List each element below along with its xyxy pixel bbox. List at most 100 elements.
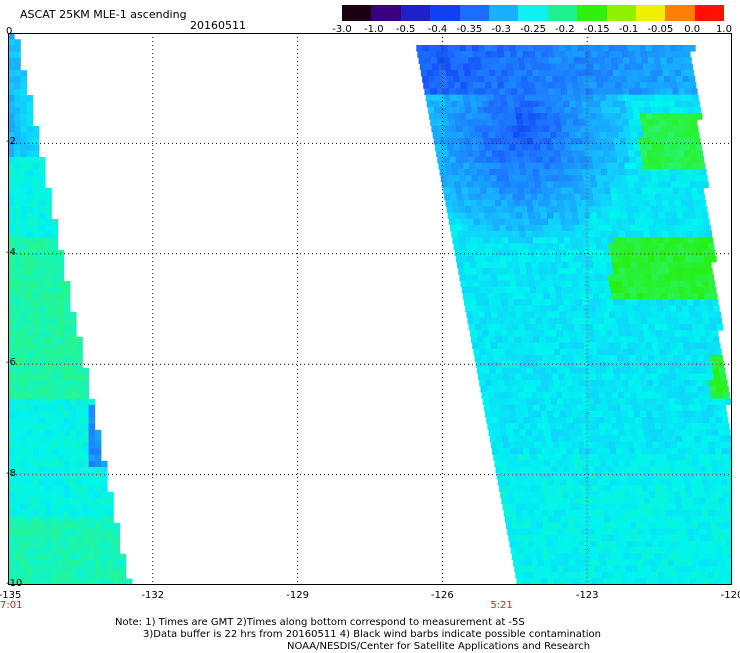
swath-cell [530,318,537,325]
swath-cell [691,119,698,126]
swath-cell [561,157,568,164]
swath-cell [557,200,564,207]
swath-cell [551,330,558,337]
swath-cell [590,541,597,548]
swath-cell [643,262,650,269]
swath-cell [676,535,683,542]
swath-cell [689,504,696,511]
swath-cell [27,138,34,145]
swath-cell [703,547,710,554]
swath-cell [550,293,557,300]
swath-cell [581,231,588,238]
swath-cell [45,337,52,344]
swath-cell [33,145,40,152]
swath-cell [51,262,58,269]
swath-cell [562,225,569,232]
swath-cell [650,299,657,306]
swath-cell [637,491,644,498]
swath-cell [603,380,610,387]
swath-cell [597,250,604,257]
swath-cell [494,293,501,300]
swath-cell [602,243,609,250]
swath-cell [656,231,663,238]
swath-cell [634,541,641,548]
swath-cell [424,88,431,95]
swath-cell [649,194,656,201]
swath-cell [552,535,559,542]
swath-cell [27,269,34,276]
swath-cell [508,467,515,474]
swath-cell [442,113,449,120]
swath-cell [611,126,618,133]
swath-cell [456,126,463,133]
swath-cell [530,516,537,523]
swath-cell [517,88,524,95]
swath-cell [504,411,511,418]
swath-cell [521,175,528,182]
swath-cell [601,398,608,405]
swath-cell [45,213,52,220]
swath-cell [33,548,40,555]
swath-cell [640,82,647,89]
swath-cell [479,113,486,120]
swath-cell [528,312,535,319]
swath-cell [685,318,692,325]
swath-cell [672,219,679,226]
swath-cell [582,169,589,176]
swath-cell [577,473,584,480]
swath-cell [14,510,21,517]
swath-cell [681,231,688,238]
swath-cell [577,206,584,213]
swath-cell [592,417,599,424]
swath-cell [676,206,683,213]
swath-cell [476,330,483,337]
swath-cell [657,367,664,374]
swath-cell [516,144,523,151]
swath-cell [535,51,542,58]
swath-cell [605,324,612,331]
swath-cell [507,299,514,306]
swath-cell [562,95,569,102]
swath-cell [473,281,480,288]
swath-cell [600,429,607,436]
swath-cell [76,510,83,517]
swath-cell [719,436,726,443]
lat-tick-label: -2 [6,136,16,147]
swath-cell [490,175,497,182]
swath-cell [447,76,454,83]
swath-cell [604,119,611,126]
swath-cell [694,436,701,443]
swath-cell [14,182,21,189]
swath-cell [598,219,605,226]
swath-cell [33,132,40,139]
swath-cell [684,150,691,157]
swath-cell [51,467,58,474]
swath-cell [710,553,717,560]
swath-cell [101,529,108,536]
swath-cell [598,88,605,95]
swath-cell [540,374,547,381]
swath-cell [20,541,27,548]
swath-cell [640,144,647,151]
swath-cell [691,386,698,393]
swath-cell [651,504,658,511]
swath-cell [494,163,501,170]
swath-cell [511,250,518,257]
swath-cell [694,467,701,474]
swath-cell [58,424,65,431]
swath-cell [652,212,659,219]
swath-cell [553,212,560,219]
swath-cell [514,237,521,244]
swath-cell [708,572,715,579]
swath-cell [638,169,645,176]
swath-cell [51,498,58,505]
swath-cell [539,535,546,542]
swath-cell [528,541,535,548]
swath-cell [696,113,703,120]
swath-cell [528,212,535,219]
swath-cell [589,566,596,573]
swath-cell [20,523,27,530]
swath-cell [612,231,619,238]
swath-cell [529,547,536,554]
swath-cell [672,318,679,325]
